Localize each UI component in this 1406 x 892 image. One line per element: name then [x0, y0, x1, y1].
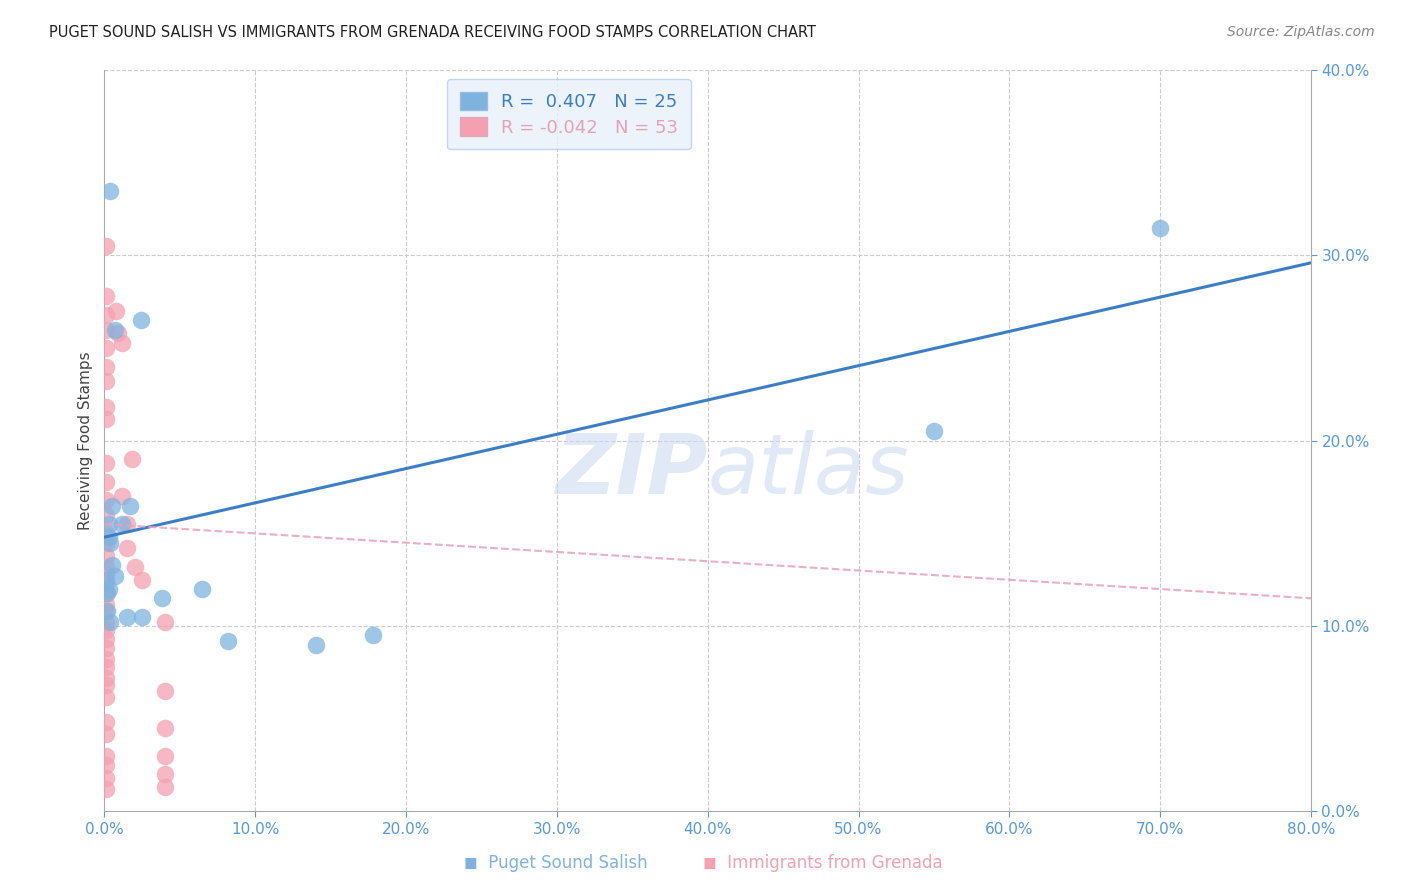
- Point: [94, 289, 117, 303]
- Point: [94, 615, 117, 630]
- Point: [97, 517, 120, 532]
- Point: [118, 499, 141, 513]
- Text: ZIP: ZIP: [555, 430, 707, 511]
- Point: [94, 604, 117, 618]
- Point: [361, 628, 384, 642]
- Point: [1149, 220, 1171, 235]
- Point: [124, 559, 146, 574]
- Point: [94, 559, 117, 574]
- Point: [107, 326, 129, 341]
- Point: [94, 411, 117, 425]
- Point: [94, 322, 117, 336]
- Legend: R =  0.407   N = 25, R = -0.042   N = 53: R = 0.407 N = 25, R = -0.042 N = 53: [447, 79, 690, 149]
- Point: [100, 535, 122, 549]
- Point: [94, 671, 117, 685]
- Point: [94, 535, 117, 549]
- Point: [94, 678, 117, 692]
- Point: [94, 239, 117, 253]
- Point: [131, 573, 153, 587]
- Point: [105, 304, 128, 318]
- Text: PUGET SOUND SALISH VS IMMIGRANTS FROM GRENADA RECEIVING FOOD STAMPS CORRELATION : PUGET SOUND SALISH VS IMMIGRANTS FROM GR…: [49, 25, 817, 40]
- Text: atlas: atlas: [707, 430, 910, 511]
- Point: [101, 558, 124, 572]
- Point: [94, 660, 117, 674]
- Point: [94, 623, 117, 637]
- Point: [131, 610, 153, 624]
- Point: [96, 604, 118, 618]
- Point: [104, 322, 127, 336]
- Point: [115, 541, 138, 556]
- Point: [94, 493, 117, 508]
- Point: [111, 489, 134, 503]
- Point: [94, 549, 117, 563]
- Y-axis label: Receiving Food Stamps: Receiving Food Stamps: [79, 351, 93, 530]
- Point: [115, 610, 138, 624]
- Point: [94, 573, 117, 587]
- Point: [94, 758, 117, 772]
- Point: [94, 748, 117, 763]
- Point: [104, 569, 127, 583]
- Point: [94, 578, 117, 592]
- Point: [153, 780, 176, 795]
- Point: [129, 313, 152, 327]
- Point: [153, 767, 176, 781]
- Point: [94, 586, 117, 600]
- Point: [153, 615, 176, 630]
- Point: [115, 517, 138, 532]
- Point: [94, 641, 117, 656]
- Point: [101, 499, 124, 513]
- Point: [100, 615, 122, 630]
- Point: [153, 721, 176, 735]
- Text: Source: ZipAtlas.com: Source: ZipAtlas.com: [1227, 25, 1375, 39]
- Point: [94, 726, 117, 740]
- Point: [94, 401, 117, 415]
- Point: [304, 638, 326, 652]
- Point: [111, 335, 134, 350]
- Point: [97, 582, 120, 596]
- Point: [94, 567, 117, 582]
- Point: [97, 530, 120, 544]
- Point: [94, 526, 117, 541]
- Text: ◼  Immigrants from Grenada: ◼ Immigrants from Grenada: [703, 855, 942, 872]
- Point: [922, 425, 945, 439]
- Point: [191, 582, 214, 596]
- Point: [94, 597, 117, 611]
- Point: [94, 652, 117, 666]
- Point: [94, 632, 117, 646]
- Point: [121, 452, 143, 467]
- Point: [96, 586, 118, 600]
- Point: [94, 508, 117, 522]
- Point: [153, 748, 176, 763]
- Point: [94, 359, 117, 374]
- Point: [94, 475, 117, 489]
- Point: [153, 684, 176, 698]
- Point: [94, 375, 117, 389]
- Text: ◼  Puget Sound Salish: ◼ Puget Sound Salish: [464, 855, 647, 872]
- Point: [94, 715, 117, 730]
- Point: [217, 634, 239, 648]
- Point: [94, 308, 117, 322]
- Point: [100, 184, 122, 198]
- Point: [94, 690, 117, 704]
- Point: [94, 771, 117, 785]
- Point: [94, 341, 117, 355]
- Point: [94, 782, 117, 797]
- Point: [150, 591, 173, 606]
- Point: [94, 456, 117, 470]
- Point: [111, 517, 134, 532]
